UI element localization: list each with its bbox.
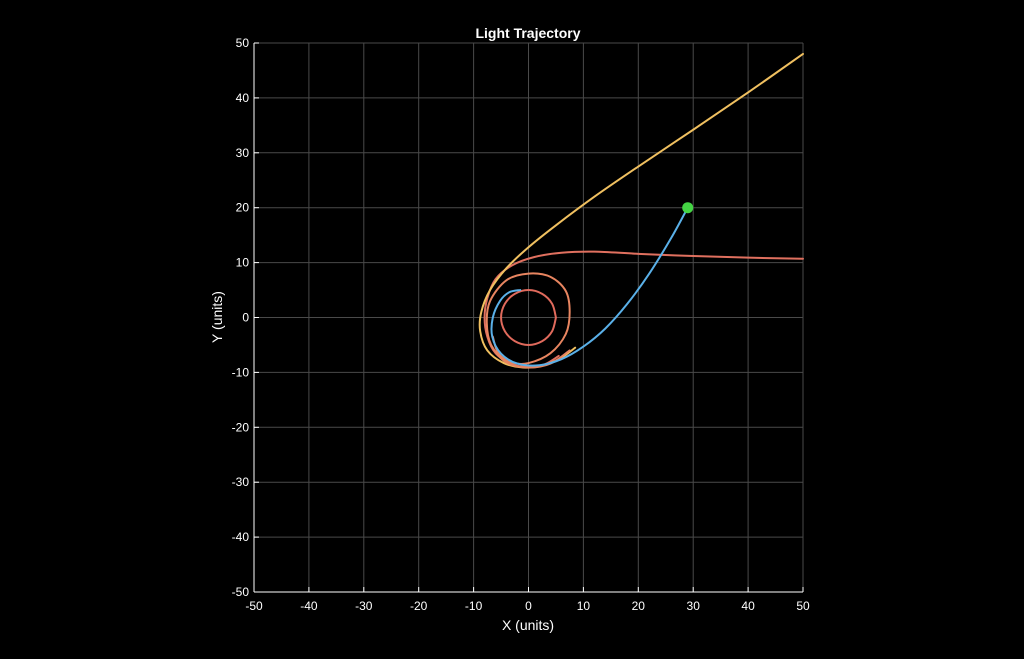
chart-title: Light Trajectory xyxy=(475,25,580,41)
y-tick-label: 30 xyxy=(236,146,250,160)
x-tick-label: 20 xyxy=(632,599,646,613)
tick-labels: -50 -40 -30 -20 -10 0 10 20 30 40 50 50 40 30 20 10 0 -10… xyxy=(232,36,810,613)
y-tick-label: -30 xyxy=(232,475,250,489)
x-axis-title: X (units) xyxy=(502,617,554,633)
series-line-5 xyxy=(490,206,689,367)
x-tick-label: 40 xyxy=(741,599,755,613)
x-tick-label: -30 xyxy=(355,599,373,613)
y-tick-label: -20 xyxy=(232,420,250,434)
y-tick-label: -50 xyxy=(232,585,250,599)
y-tick-label: 10 xyxy=(236,256,250,270)
y-tick-label: 0 xyxy=(242,311,249,325)
x-tick-label: -40 xyxy=(300,599,318,613)
x-tick-label: -50 xyxy=(245,599,263,613)
series-line-4 xyxy=(485,272,571,369)
y-tick-label: 20 xyxy=(236,201,250,215)
x-tick-label: 50 xyxy=(796,599,810,613)
x-tick-label: 0 xyxy=(525,599,532,613)
axes xyxy=(253,42,804,593)
marker-point-1 xyxy=(682,202,694,214)
y-tick-label: 40 xyxy=(236,91,250,105)
x-tick-label: 10 xyxy=(577,599,591,613)
x-tick-label: -20 xyxy=(410,599,428,613)
series-line-1 xyxy=(500,289,557,346)
y-tick-label: -10 xyxy=(232,365,250,379)
y-tick-label: -40 xyxy=(232,530,250,544)
x-tick-label: -10 xyxy=(465,599,483,613)
marker-layer xyxy=(682,202,694,214)
y-axis-title: Y (units) xyxy=(209,291,225,343)
y-tick-label: 50 xyxy=(236,36,250,50)
x-tick-label: 30 xyxy=(687,599,701,613)
series-layer xyxy=(478,52,804,369)
